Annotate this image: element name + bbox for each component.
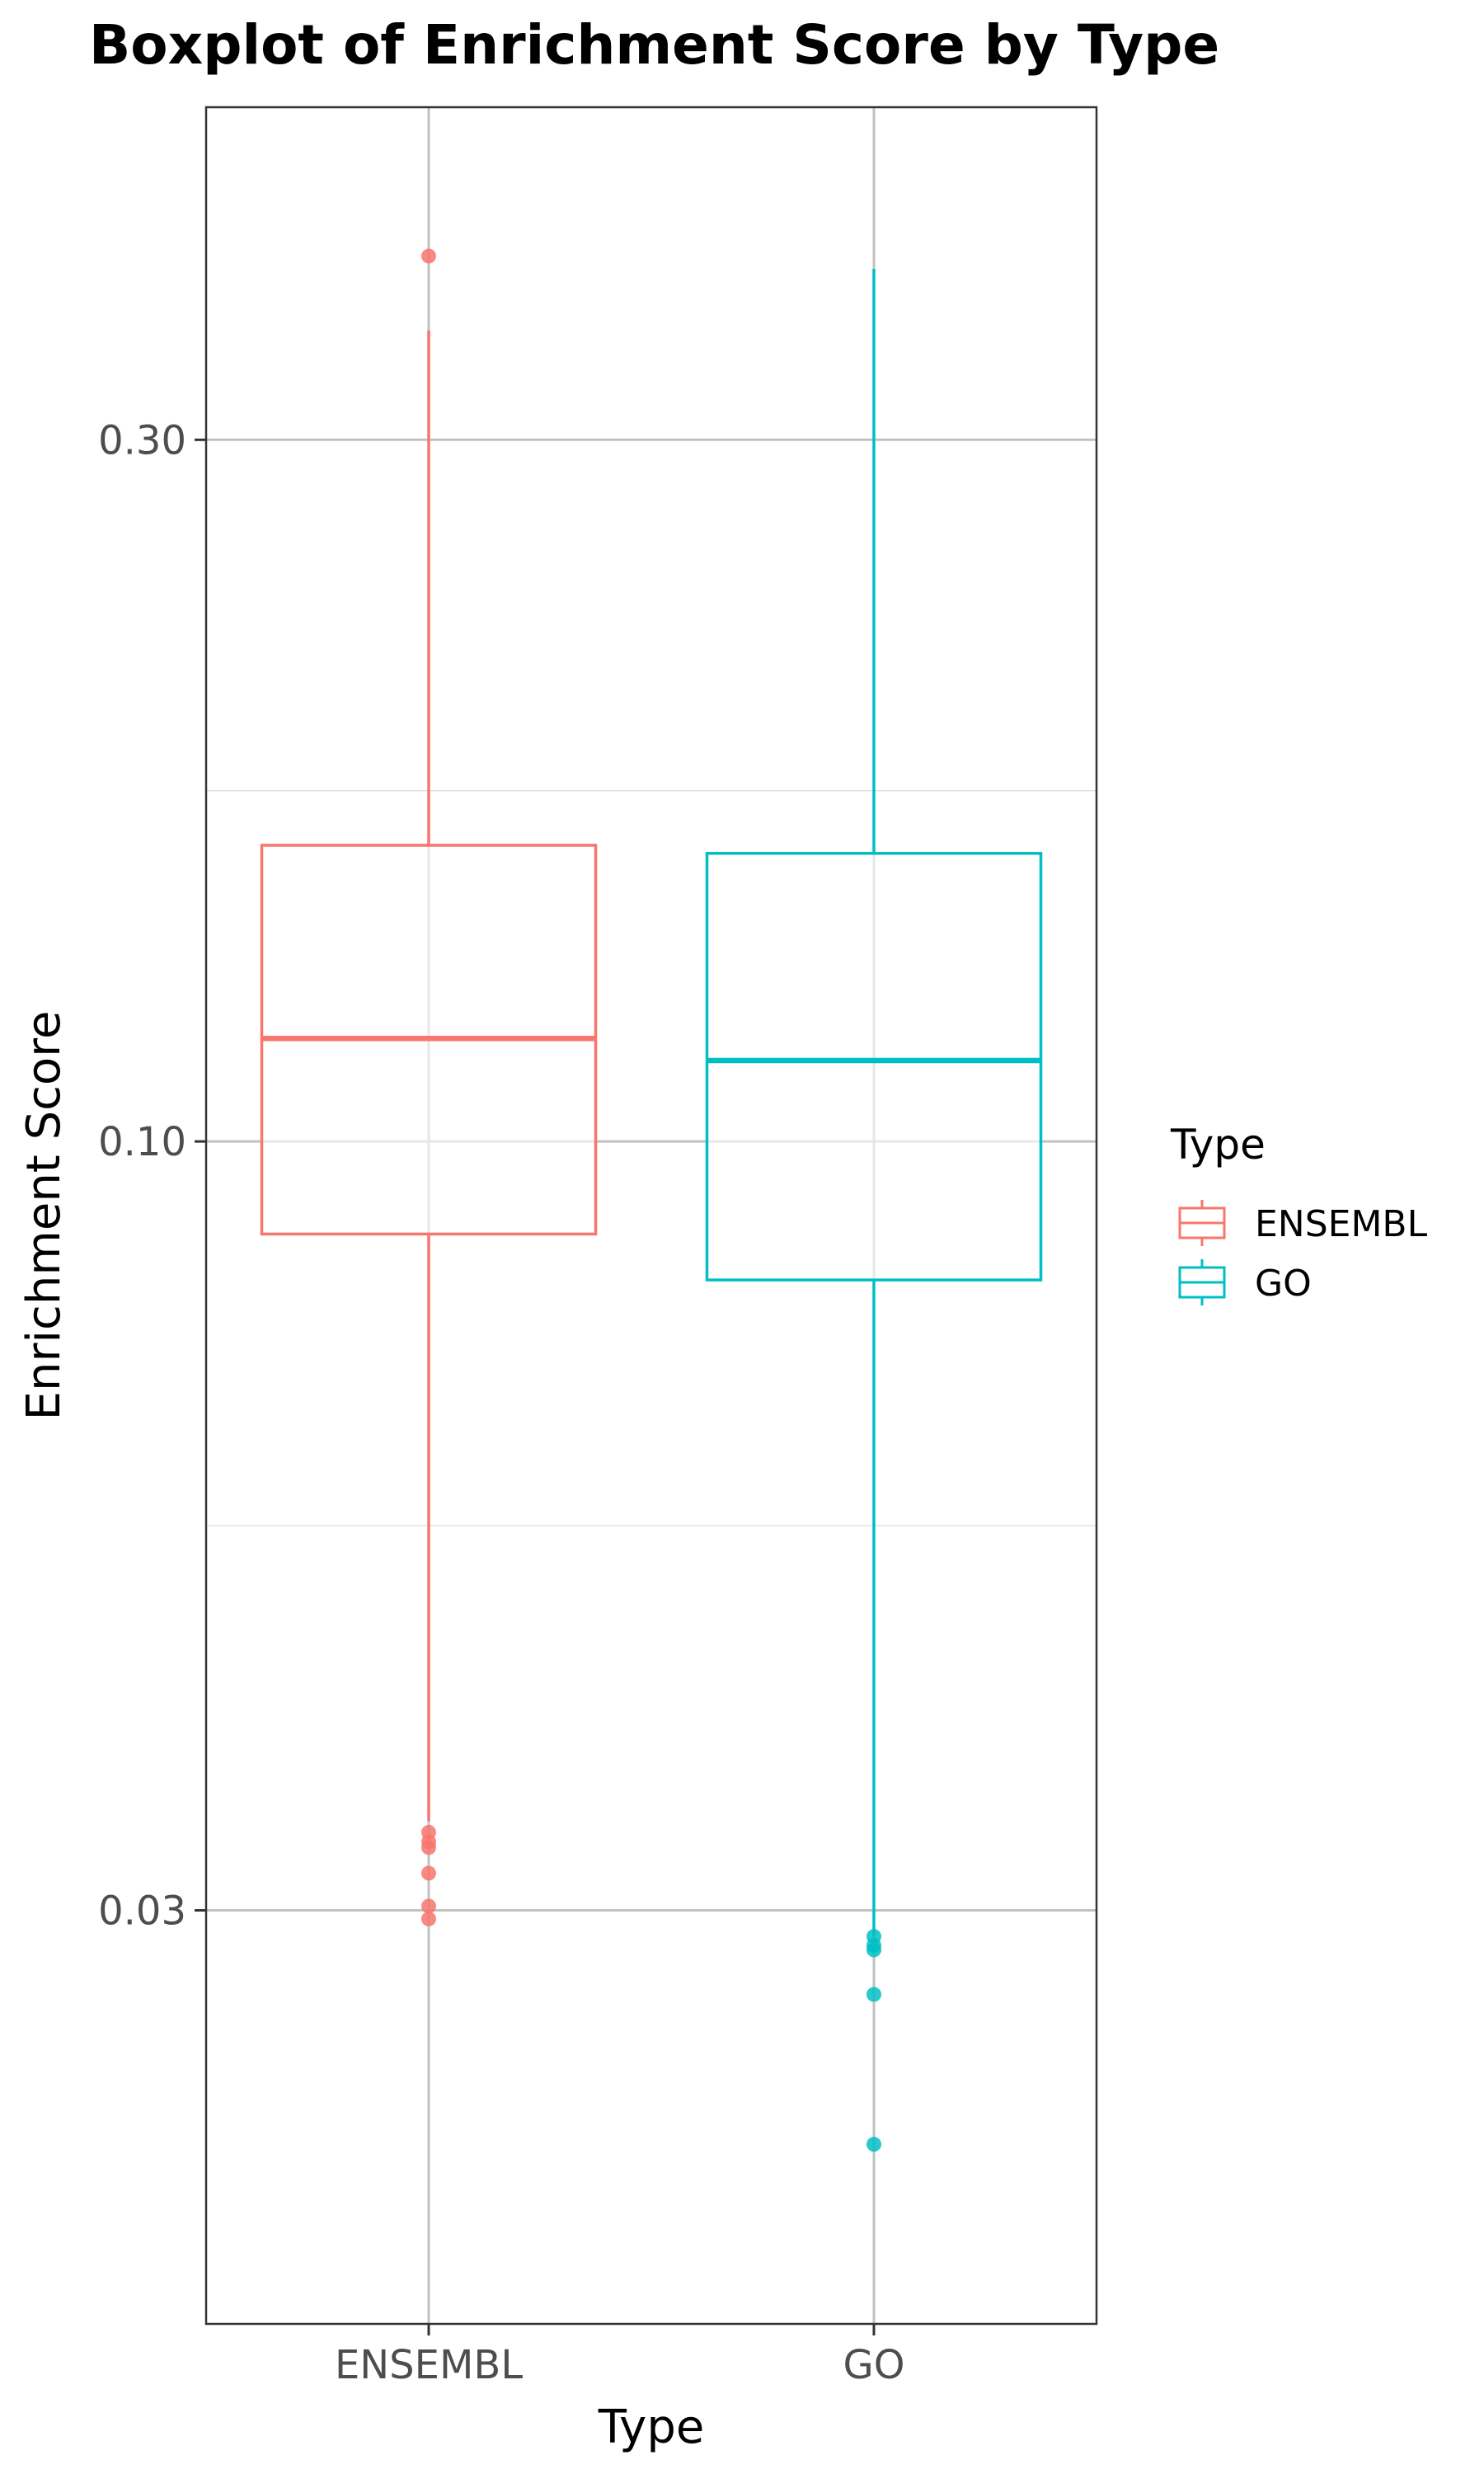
legend: Type ENSEMBL GO (1170, 1121, 1428, 1305)
legend-title: Type (1170, 1121, 1266, 1169)
x-axis-title: Type (598, 2401, 705, 2454)
y-tick-label: 0.03 (98, 1888, 186, 1935)
legend-label: GO (1255, 1263, 1312, 1305)
y-axis-title: Enrichment Score (17, 1011, 71, 1421)
outlier-point (421, 1911, 436, 1926)
outlier-point (421, 248, 436, 264)
x-axis: ENSEMBL GO (335, 2324, 905, 2388)
outlier-point (866, 1987, 881, 2002)
outlier-point (866, 1942, 881, 1958)
plot-panel-border (204, 106, 1098, 2326)
outlier-point (421, 1840, 436, 1856)
boxes (260, 248, 1043, 2152)
legend-entry-go: GO (1178, 1259, 1312, 1305)
box-go (705, 269, 1043, 2152)
y-tick-label: 0.10 (98, 1119, 186, 1165)
x-tick-label: GO (843, 2342, 905, 2388)
x-tick-label: ENSEMBL (335, 2342, 523, 2388)
chart-title: Boxplot of Enrichment Score by Type (89, 13, 1219, 77)
legend-label: ENSEMBL (1255, 1203, 1428, 1245)
y-tick-label: 0.30 (98, 417, 186, 463)
box-ensembl (260, 248, 598, 1926)
legend-entry-ensembl: ENSEMBL (1178, 1200, 1428, 1246)
outlier-point (421, 1898, 436, 1914)
iqr-box (705, 852, 1043, 1282)
y-axis: 0.03 0.10 0.30 (98, 417, 206, 1935)
outlier-point (866, 2137, 881, 2152)
outlier-point (421, 1865, 436, 1881)
